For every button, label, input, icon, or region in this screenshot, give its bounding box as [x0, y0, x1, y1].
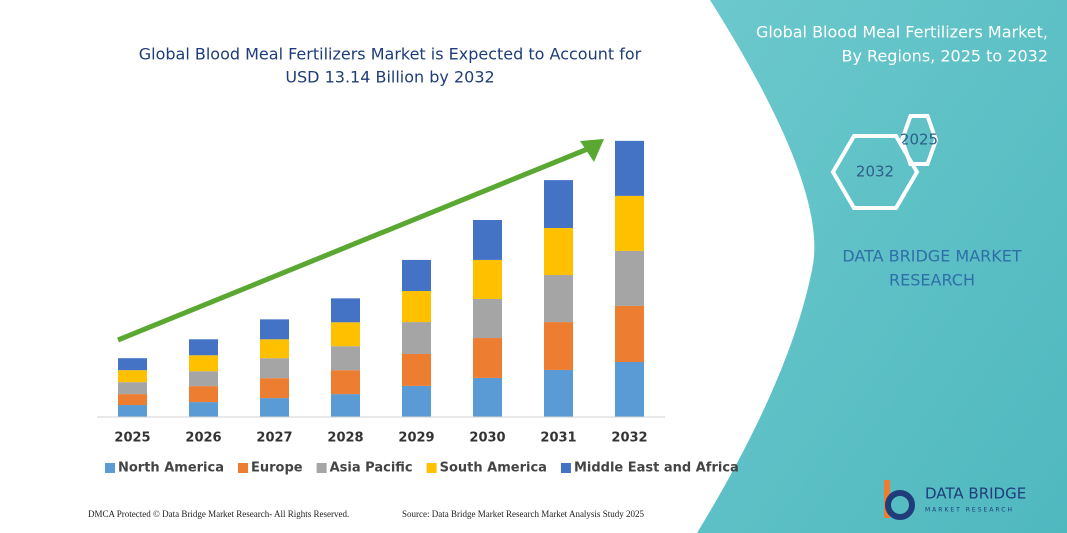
bar-segment: [615, 140, 644, 196]
hexagon-label: 2032: [856, 163, 894, 181]
hexagon-label: 2025: [900, 131, 938, 149]
hexagon: [830, 134, 920, 210]
bar-segment: [544, 180, 573, 228]
bar-segment: [473, 220, 502, 260]
bar-segment: [189, 355, 218, 372]
logo-mark: [885, 490, 915, 520]
bar-segment: [331, 298, 360, 323]
brand-text: RESEARCH: [889, 271, 975, 290]
bar-segment: [260, 378, 289, 399]
legend-label: North America: [118, 461, 224, 476]
bar-segment: [544, 228, 573, 276]
x-tick-label: 2026: [185, 431, 221, 446]
bar-segment: [402, 322, 431, 354]
legend-swatch: [316, 463, 327, 473]
bar-segment: [402, 354, 431, 386]
bar-segment: [331, 394, 360, 417]
bar-segment: [189, 371, 218, 387]
legend-label: South America: [440, 461, 547, 476]
bar-segment: [615, 195, 644, 251]
logo: DATA BRIDGE MARKET RESEARCH: [884, 480, 1026, 520]
bar-segment: [331, 346, 360, 371]
bar-segment: [473, 298, 502, 339]
bar-segment: [189, 386, 218, 403]
bar-segment: [473, 259, 502, 299]
x-tick-label: 2031: [540, 431, 576, 446]
x-tick-label: 2029: [398, 431, 434, 446]
logo-name: DATA BRIDGE: [925, 485, 1026, 503]
bar-segment: [615, 361, 644, 417]
chart-title: USD 13.14 Billion by 2032: [285, 68, 494, 87]
bar-segment: [544, 369, 573, 417]
logo-tagline: MARKET RESEARCH: [925, 507, 1014, 514]
bar-segment: [118, 394, 147, 406]
bar-segment: [331, 370, 360, 395]
legend-swatch: [560, 463, 571, 473]
x-tick-label: 2032: [611, 431, 647, 446]
bar-segment: [118, 370, 147, 383]
bar-segment: [118, 358, 147, 371]
bar-segment: [473, 377, 502, 417]
x-tick-label: 2025: [114, 431, 150, 446]
footer-left: DMCA Protected © Data Bridge Market Rese…: [88, 509, 349, 519]
plot: 2025 2026 2027 2028 2029 2030 2031 2032 North Am…: [97, 140, 739, 476]
legend-label: Asia Pacific: [330, 461, 413, 476]
legend-label: Europe: [251, 461, 303, 476]
x-tick-label: 2027: [256, 431, 292, 446]
brand-text: DATA BRIDGE MARKET: [842, 247, 1022, 266]
panel-title: By Regions, 2025 to 2032: [842, 47, 1048, 66]
bar-segment: [118, 405, 147, 417]
bar-segment: [615, 305, 644, 362]
footer-right: Source: Data Bridge Market Research Mark…: [402, 509, 644, 519]
panel-title: Global Blood Meal Fertilizers Market,: [756, 23, 1048, 42]
legend-swatch: [105, 463, 115, 473]
bar-segment: [189, 402, 218, 417]
bar-segment: [331, 322, 360, 347]
x-tick-label: 2028: [327, 431, 363, 446]
chart-title: Global Blood Meal Fertilizers Market is …: [139, 45, 642, 64]
trend-arrow: [117, 145, 591, 343]
bar-segment: [260, 358, 289, 379]
bar-segment: [544, 322, 573, 370]
legend-swatch: [238, 463, 248, 473]
bar-segment: [260, 319, 289, 340]
bar-segment: [544, 275, 573, 323]
bar-segment: [118, 382, 147, 395]
bar-segment: [473, 338, 502, 378]
bar-segment: [615, 250, 644, 306]
bar-segment: [402, 291, 431, 323]
bar-segment: [260, 339, 289, 359]
legend-label: Middle East and Africa: [574, 461, 739, 476]
legend-swatch: [426, 463, 437, 473]
trend-arrowhead: [580, 139, 604, 162]
bar-segment: [189, 339, 218, 356]
bar-segment: [260, 398, 289, 417]
bar-segment: [402, 385, 431, 417]
bar-segment: [402, 259, 431, 291]
x-tick-label: 2030: [469, 431, 505, 446]
side-panel: [697, 0, 1067, 533]
